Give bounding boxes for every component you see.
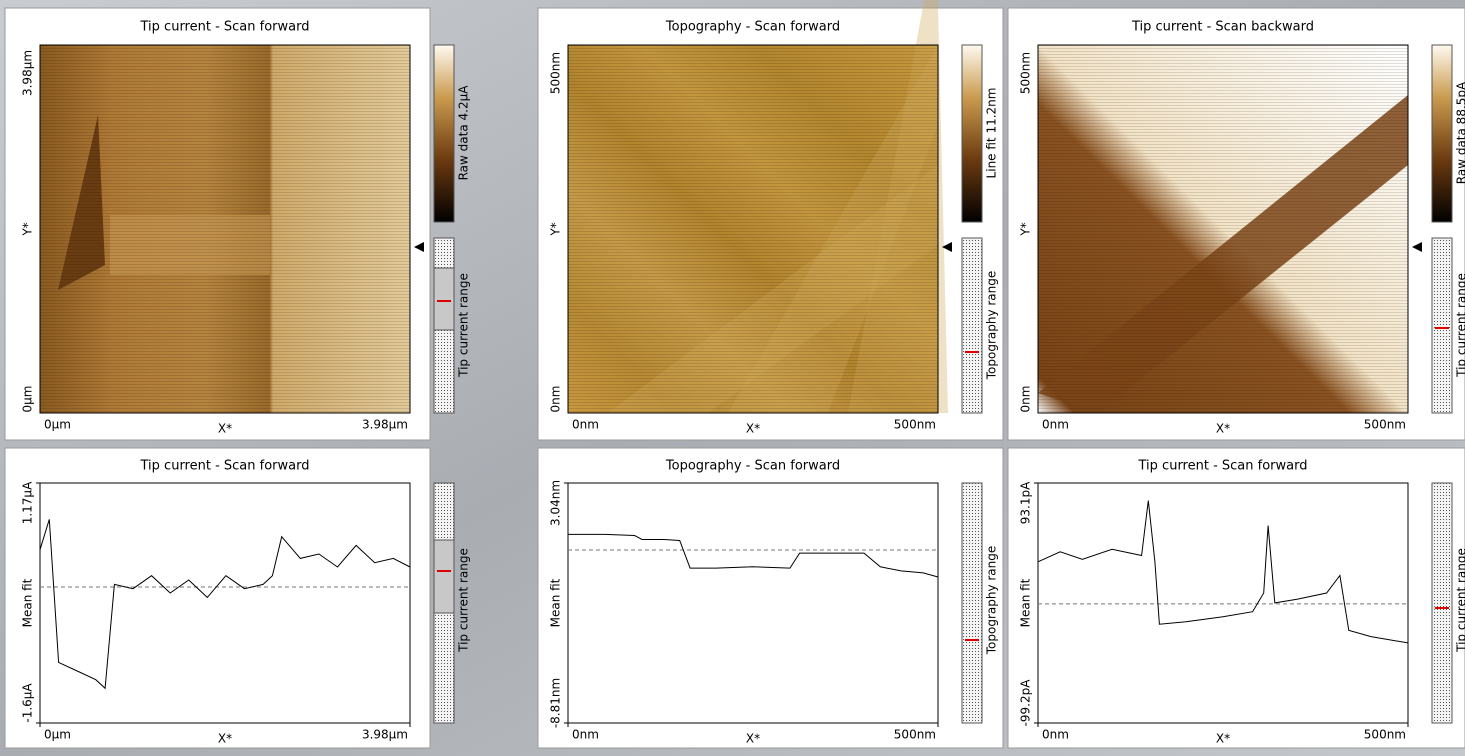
chart-title: Tip current - Scan forward xyxy=(140,459,310,474)
x-axis-label: X* xyxy=(746,732,760,746)
range-label: Topography range xyxy=(985,271,999,381)
range-label: Tip current range xyxy=(1455,273,1465,378)
scan-lines xyxy=(40,45,410,413)
range-label: Topography range xyxy=(985,546,999,656)
colorbar xyxy=(1432,45,1452,222)
y-axis-label: Mean fit xyxy=(1019,578,1033,627)
range-bar xyxy=(1432,483,1452,723)
x-axis-label: X* xyxy=(1216,732,1230,746)
colorbar xyxy=(434,45,454,222)
x-right-label: 3.98µm xyxy=(362,418,408,432)
panel-title: Topography - Scan forward xyxy=(665,20,840,35)
y-tick-label: 3.04nm xyxy=(549,480,563,526)
colorbar-label: Raw data 88.5pA xyxy=(1455,81,1465,184)
x-axis-label: X* xyxy=(218,422,232,436)
panel-title: Tip current - Scan backward xyxy=(1131,20,1314,35)
plot-frame xyxy=(568,483,938,723)
y-tick-label: -8.81nm xyxy=(549,678,563,728)
range-label: Tip current range xyxy=(457,548,471,653)
y-axis-label: Mean fit xyxy=(21,578,35,627)
y-tick-label: -1.6µA xyxy=(21,683,35,723)
x-tick-label: 0nm xyxy=(572,728,599,742)
y-axis-label: Mean fit xyxy=(549,578,563,627)
x-right-label: 500nm xyxy=(1364,418,1406,432)
y-axis-label: Y* xyxy=(1019,222,1033,236)
range-label: Tip current range xyxy=(1455,548,1465,653)
plot-frame xyxy=(40,483,410,723)
chart-title: Tip current - Scan forward xyxy=(1138,459,1308,474)
x-tick-label: 0nm xyxy=(1042,728,1069,742)
y-top-label: 3.98µm xyxy=(21,50,35,96)
y-tick-label: 1.17µA xyxy=(21,481,35,524)
y-bottom-label: 0nm xyxy=(549,386,563,413)
range-bar xyxy=(1432,238,1452,413)
y-tick-label: -99.2pA xyxy=(1019,679,1033,727)
plot-frame xyxy=(1038,483,1408,723)
x-right-label: 500nm xyxy=(894,418,936,432)
y-bottom-label: 0µm xyxy=(21,386,35,413)
x-left-label: 0nm xyxy=(1042,418,1069,432)
x-tick-label: 3.98µm xyxy=(362,728,408,742)
range-bar xyxy=(962,483,982,723)
panel-title: Tip current - Scan forward xyxy=(140,20,310,35)
scan-lines xyxy=(568,45,938,413)
colorbar-label: Line fit 11.2nm xyxy=(985,88,999,179)
x-axis-label: X* xyxy=(746,422,760,436)
range-label: Tip current range xyxy=(457,273,471,378)
x-axis-label: X* xyxy=(218,732,232,746)
scan-lines xyxy=(1038,45,1408,413)
x-tick-label: 500nm xyxy=(1364,728,1406,742)
x-left-label: 0µm xyxy=(44,418,71,432)
y-axis-label: Y* xyxy=(549,222,563,236)
y-top-label: 500nm xyxy=(549,52,563,94)
x-axis-label: X* xyxy=(1216,422,1230,436)
range-bar xyxy=(962,238,982,413)
colorbar xyxy=(962,45,982,222)
x-tick-label: 0µm xyxy=(44,728,71,742)
x-left-label: 0nm xyxy=(572,418,599,432)
y-bottom-label: 0nm xyxy=(1019,386,1033,413)
range-window xyxy=(434,268,454,330)
y-axis-label: Y* xyxy=(21,222,35,236)
y-top-label: 500nm xyxy=(1019,52,1033,94)
chart-title: Topography - Scan forward xyxy=(665,459,840,474)
range-window xyxy=(434,540,454,613)
x-tick-label: 500nm xyxy=(894,728,936,742)
colorbar-label: Raw data 4.2µA xyxy=(457,85,471,181)
y-tick-label: 93.1pA xyxy=(1019,481,1033,524)
stm-workspace: Tip current - Scan forward 3.98µm Y* 0µm 0µm… xyxy=(0,0,1465,756)
